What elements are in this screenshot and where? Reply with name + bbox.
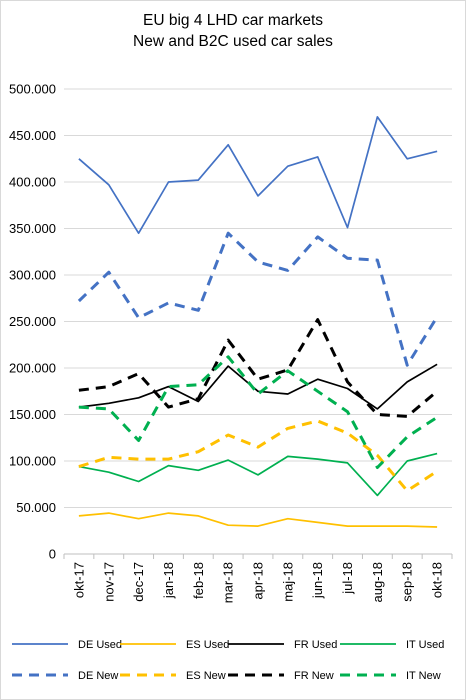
x-tick-label: okt-17: [71, 562, 86, 598]
series-line-fr-used: [78, 363, 438, 410]
series-line-es-used: [78, 512, 438, 528]
legend-entry: FR New: [294, 670, 334, 682]
y-tick-label: 0: [49, 547, 56, 562]
series-line-es-new: [78, 419, 438, 493]
x-tick-label: feb-18: [191, 562, 206, 599]
y-tick-label: 250.000: [9, 314, 56, 329]
chart-subtitle: New and B2C used car sales: [133, 33, 333, 50]
y-tick-label: 50.000: [16, 500, 56, 515]
x-tick-label: okt-18: [430, 562, 445, 598]
chart-title: EU big 4 LHD car markets: [142, 12, 324, 29]
y-tick-label: 350.000: [9, 221, 56, 236]
legend-entry: IT Used: [406, 639, 444, 651]
x-tick-label: jan-18: [161, 562, 176, 599]
y-tick-label: 450.000: [9, 128, 56, 143]
x-tick-label: jun-18: [310, 562, 325, 599]
x-tick-label: aug-18: [370, 562, 385, 602]
legend-entry: IT New: [406, 670, 441, 682]
y-tick-label: 200.000: [9, 361, 56, 376]
legend-entry: DE Used: [78, 639, 122, 651]
y-tick-label: 400.000: [9, 175, 56, 190]
series-line-it-new: [78, 355, 438, 469]
y-tick-label: 300.000: [9, 268, 56, 283]
series-line-it-used: [78, 452, 438, 497]
x-tick-label: mar-18: [221, 562, 236, 603]
x-tick-label: dec-17: [131, 562, 146, 602]
x-tick-label: jul-18: [340, 562, 355, 595]
x-tick-label: sep-18: [400, 562, 415, 602]
y-tick-label: 100.000: [9, 454, 56, 469]
y-tick-label: 150.000: [9, 407, 56, 422]
legend-entry: ES New: [186, 670, 226, 682]
legend-entry: ES Used: [186, 639, 229, 651]
series-line-de-used: [78, 116, 438, 235]
x-tick-label: nov-17: [101, 562, 116, 602]
series-line-de-new: [77, 231, 439, 367]
legend-entry: FR Used: [294, 639, 337, 651]
x-tick-label: apr-18: [251, 562, 266, 600]
y-tick-label: 500.000: [9, 82, 56, 97]
x-tick-label: maj-18: [280, 562, 295, 602]
legend-entry: DE New: [78, 670, 118, 682]
